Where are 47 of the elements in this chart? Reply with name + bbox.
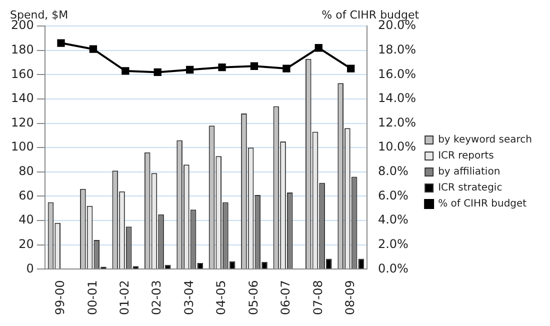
- point: [282, 64, 290, 72]
- point: [122, 67, 130, 75]
- point: [154, 68, 162, 76]
- y-tick-label: 60: [18, 188, 34, 202]
- y-axis-title: Spend, $M: [10, 8, 68, 22]
- x-tick-label: 07-08: [310, 280, 325, 316]
- y2-tick-label: 10.0%: [378, 140, 416, 154]
- y-tick-label: 140: [11, 91, 34, 106]
- y2-tick-label: 18.0%: [378, 42, 416, 56]
- y2-tick-label: 4.0%: [378, 212, 408, 227]
- y2-tick-label: 6.0%: [378, 188, 408, 202]
- y2-tick-label: 14.0%: [378, 91, 416, 106]
- y-tick-label: 100: [11, 140, 34, 154]
- x-tick-label: 00-01: [85, 280, 100, 316]
- x-tick-label: 99-00: [53, 280, 68, 316]
- y2-tick-label: 2.0%: [378, 236, 408, 251]
- y2-tick-label: 12.0%: [378, 115, 416, 130]
- point: [218, 64, 226, 72]
- legend-label: % of CIHR budget: [438, 198, 527, 210]
- y-tick-label: 120: [11, 115, 34, 130]
- point: [347, 64, 355, 72]
- x-tick-label: 03-04: [182, 280, 196, 316]
- y-tick-label: 180: [11, 42, 34, 56]
- y-tick-label: 20: [18, 236, 34, 251]
- y-tick-label: 80: [18, 164, 34, 178]
- y-tick-label: 160: [11, 66, 34, 81]
- legend-label: by keyword search: [438, 134, 532, 146]
- y2-tick-label: 16.0%: [378, 66, 416, 81]
- legend-label: by affiliation: [438, 166, 500, 178]
- y-tick-label: 0: [26, 261, 34, 276]
- x-tick-label: 01-02: [118, 280, 132, 316]
- point: [250, 62, 258, 70]
- point: [314, 44, 322, 52]
- y2-axis-title: % of CIHR budget: [322, 8, 420, 22]
- y2-tick-label: 0.0%: [378, 261, 408, 276]
- x-tick-label: 08-09: [342, 280, 357, 316]
- x-tick-label: 05-06: [246, 280, 260, 316]
- x-tick-label: 02-03: [150, 280, 164, 316]
- legend-label: ICR strategic: [438, 182, 502, 194]
- point: [57, 39, 65, 47]
- x-tick-label: 04-05: [214, 280, 228, 316]
- point: [89, 45, 98, 53]
- legend-label: ICR reports: [438, 150, 494, 162]
- point: [186, 66, 194, 74]
- y-tick-label: 40: [18, 212, 34, 227]
- y2-tick-label: 8.0%: [378, 164, 408, 178]
- x-tick-label: 06-07: [278, 280, 293, 316]
